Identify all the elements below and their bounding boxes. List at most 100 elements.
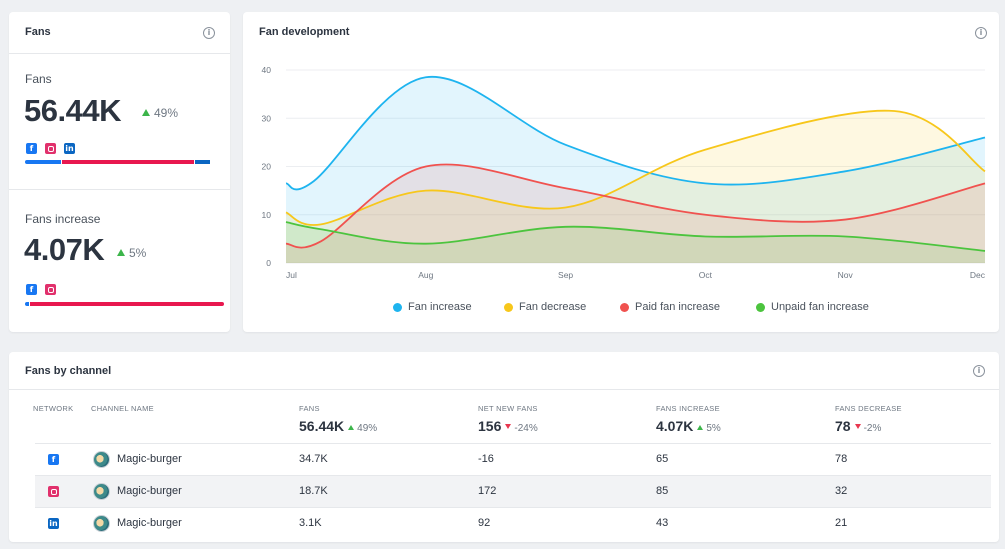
instagram-icon xyxy=(48,486,59,497)
net-new-fans-cell: 92 xyxy=(478,517,491,529)
net-new-fans-cell: 172 xyxy=(478,485,497,497)
info-icon[interactable]: i xyxy=(203,27,215,39)
facebook-icon: f xyxy=(26,284,37,295)
col-header-fans-increase[interactable]: FANS INCREASE xyxy=(656,404,720,413)
x-tick-label: Jul xyxy=(286,270,297,280)
fans-card: Fans i Fans 56.44K 49% f in Fans increas… xyxy=(9,12,230,332)
fans-decrease-cell: 32 xyxy=(835,485,848,497)
y-tick-label: 20 xyxy=(262,162,272,172)
table-row[interactable]: Magic-burger 18.7K 172 85 32 xyxy=(35,475,991,507)
series-line[interactable] xyxy=(285,163,986,249)
x-tick-label: Sep xyxy=(558,270,573,280)
channel-name[interactable]: Magic-burger xyxy=(117,453,182,465)
down-arrow-icon xyxy=(854,424,861,429)
linkedin-icon: in xyxy=(64,143,75,154)
legend-label: Paid fan increase xyxy=(635,301,720,313)
fans-decrease-cell: 78 xyxy=(835,453,848,465)
channel-card-header-divider xyxy=(9,389,999,390)
facebook-icon: f xyxy=(26,143,37,154)
fan-development-chart: 0 10 20 30 40 Jul Aug Sep Oct Nov Dec xyxy=(262,65,986,280)
up-arrow-icon xyxy=(117,249,125,256)
fans-cell: 3.1K xyxy=(299,517,322,529)
legend-dot-icon xyxy=(504,302,513,312)
avatar xyxy=(93,451,110,468)
series-line[interactable] xyxy=(285,109,986,226)
up-arrow-icon xyxy=(348,425,355,430)
table-row[interactable]: in Magic-burger 3.1K 92 43 21 xyxy=(35,507,991,539)
y-tick-label: 30 xyxy=(262,113,272,123)
col-header-fans[interactable]: FANS xyxy=(299,404,320,413)
legend-item[interactable]: Unpaid fan increase xyxy=(756,301,869,313)
fans-value: 56.44K xyxy=(24,93,121,128)
fans-card-title: Fans xyxy=(25,26,51,38)
fans-by-channel-card: Fans by channel i NETWORK CHANNEL NAME F… xyxy=(9,352,999,542)
total-fans-decrease: 78 -2% xyxy=(835,418,882,434)
linkedin-icon: in xyxy=(48,518,59,529)
legend-label: Unpaid fan increase xyxy=(771,301,869,313)
fans-increase-cell: 65 xyxy=(656,453,669,465)
col-header-net-new-fans[interactable]: NET NEW FANS xyxy=(478,404,538,413)
x-tick-label: Nov xyxy=(838,270,854,280)
legend-item[interactable]: Paid fan increase xyxy=(620,301,720,313)
x-tick-label: Aug xyxy=(418,270,433,280)
legend-label: Fan increase xyxy=(408,301,472,313)
fans-increase-cell: 85 xyxy=(656,485,669,497)
series-line[interactable] xyxy=(285,221,986,252)
legend-item[interactable]: Fan decrease xyxy=(504,301,586,313)
fans-cell: 18.7K xyxy=(299,485,328,497)
fan-development-card: Fan development i 0 10 20 30 40 Jul Aug Sep Oct N… xyxy=(243,12,999,332)
fans-card-header-divider xyxy=(9,53,230,54)
channel-name[interactable]: Magic-burger xyxy=(117,485,182,497)
fans-increase-label: Fans increase xyxy=(25,212,101,226)
share-segment xyxy=(25,302,29,306)
instagram-icon xyxy=(45,284,56,295)
fans-delta: 49% xyxy=(142,106,178,120)
fans-increase-delta: 5% xyxy=(117,246,146,260)
series-line[interactable] xyxy=(285,75,986,191)
series-area xyxy=(286,221,985,263)
total-fans-increase: 4.07K 5% xyxy=(656,418,721,434)
legend-item[interactable]: Fan increase xyxy=(393,301,472,313)
fans-network-share-bar xyxy=(25,160,214,164)
y-tick-label: 10 xyxy=(262,210,272,220)
share-segment xyxy=(195,160,211,164)
x-tick-label: Dec xyxy=(970,270,986,280)
total-fans: 56.44K 49% xyxy=(299,418,378,434)
y-tick-label: 0 xyxy=(266,258,271,268)
legend-dot-icon xyxy=(393,302,402,312)
avatar xyxy=(93,515,110,532)
net-new-fans-cell: -16 xyxy=(478,453,494,465)
facebook-icon: f xyxy=(48,454,59,465)
legend-dot-icon xyxy=(620,302,629,312)
series-area xyxy=(286,110,985,264)
fans-label: Fans xyxy=(25,72,52,86)
fans-decrease-cell: 21 xyxy=(835,517,848,529)
share-segment xyxy=(29,302,224,306)
x-tick-label: Oct xyxy=(699,270,713,280)
share-segment xyxy=(25,160,61,164)
fans-by-channel-title: Fans by channel xyxy=(25,365,112,377)
legend-dot-icon xyxy=(756,302,765,312)
total-net-new-fans: 156 -24% xyxy=(478,418,538,434)
channel-name[interactable]: Magic-burger xyxy=(117,517,182,529)
fans-increase-cell: 43 xyxy=(656,517,669,529)
fans-card-mid-divider xyxy=(9,189,230,190)
y-tick-label: 40 xyxy=(262,65,272,75)
up-arrow-icon xyxy=(697,425,704,430)
col-header-network[interactable]: NETWORK xyxy=(33,404,74,413)
share-segment xyxy=(61,160,195,164)
legend-label: Fan decrease xyxy=(519,301,587,313)
col-header-channel-name[interactable]: CHANNEL NAME xyxy=(91,404,154,413)
fan-development-title: Fan development xyxy=(259,26,350,38)
col-header-fans-decrease[interactable]: FANS DECREASE xyxy=(835,404,902,413)
up-arrow-icon xyxy=(142,109,150,116)
fans-increase-value: 4.07K xyxy=(24,232,105,267)
info-icon[interactable]: i xyxy=(973,365,985,377)
down-arrow-icon xyxy=(505,424,512,429)
table-row[interactable]: f Magic-burger 34.7K -16 65 78 xyxy=(35,443,991,475)
fans-cell: 34.7K xyxy=(299,453,328,465)
avatar xyxy=(93,483,110,500)
info-icon[interactable]: i xyxy=(975,27,987,39)
fans-increase-network-share-bar xyxy=(25,302,224,306)
series-area xyxy=(286,164,985,263)
